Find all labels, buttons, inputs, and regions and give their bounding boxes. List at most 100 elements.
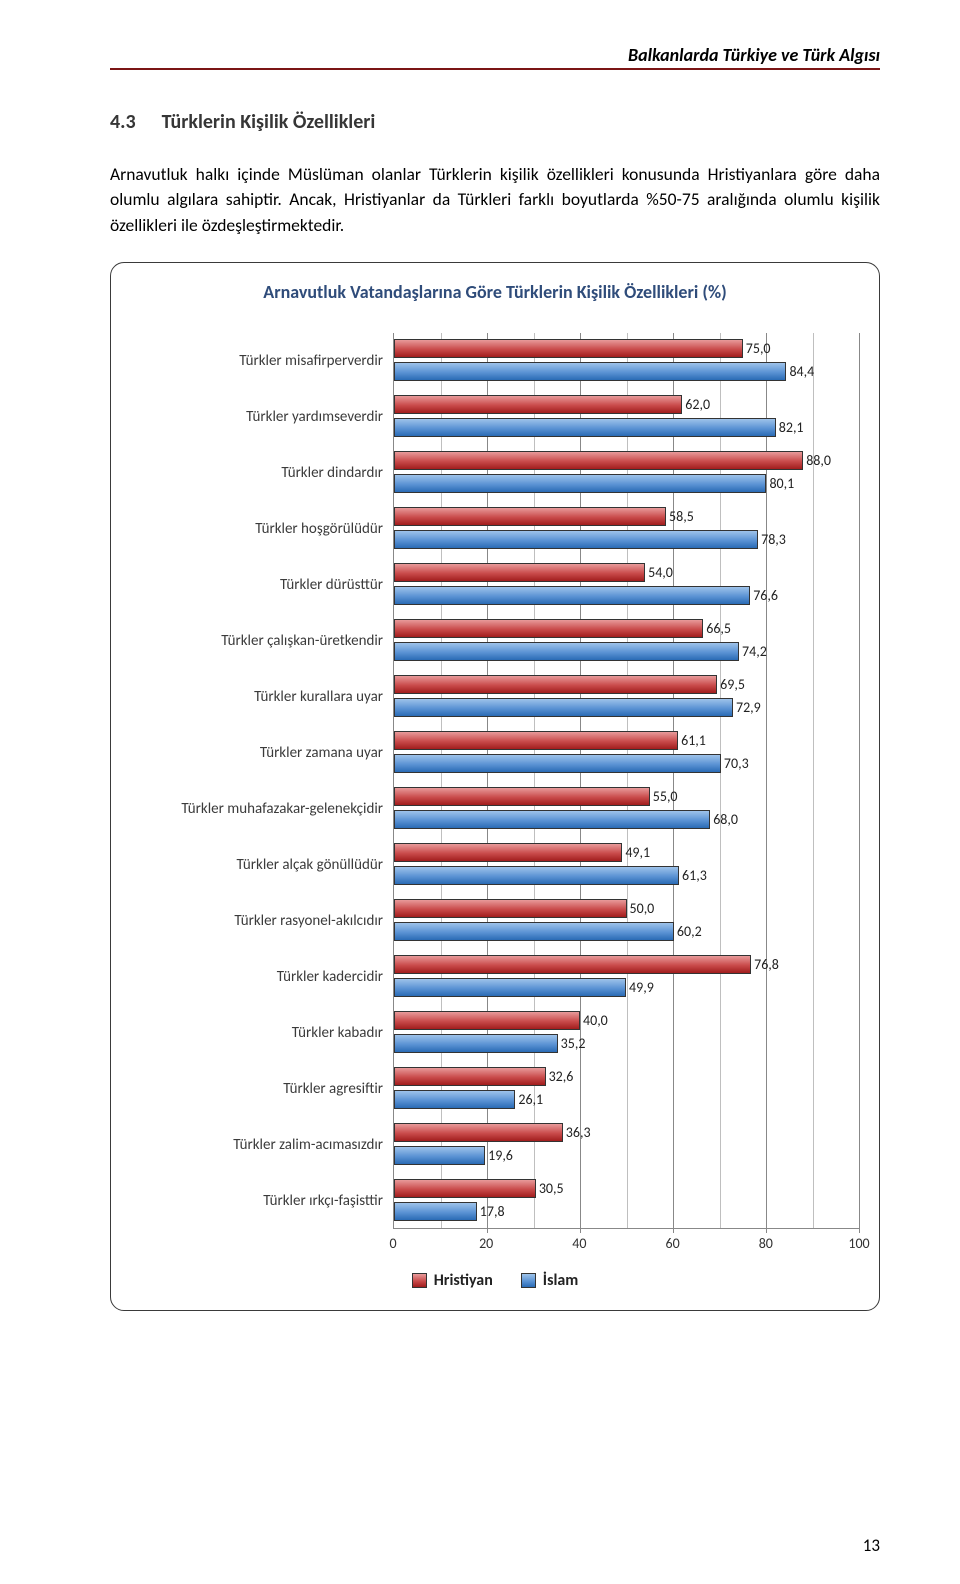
chart-container: Arnavutluk Vatandaşlarına Göre Türklerin… xyxy=(110,262,880,1311)
chart-category-label: Türkler zalim-acımasızdır xyxy=(131,1117,393,1173)
chart-bar-islam: 72,9 xyxy=(394,698,733,717)
chart-bar-islam: 61,3 xyxy=(394,866,679,885)
chart-bar-islam: 60,2 xyxy=(394,922,674,941)
chart-bar-value-label: 58,5 xyxy=(669,508,694,525)
chart-bar-hristiyan: 88,0 xyxy=(394,451,803,470)
chart-bar-islam: 70,3 xyxy=(394,754,721,773)
chart-bar-islam: 26,1 xyxy=(394,1090,515,1109)
chart-bar-hristiyan: 61,1 xyxy=(394,731,678,750)
chart-bar-group: 88,0 80,1 xyxy=(394,445,859,501)
section-number: 4.3 xyxy=(110,110,136,134)
chart-bar-group: 54,0 76,6 xyxy=(394,557,859,613)
body-paragraph: Arnavutluk halkı içinde Müslüman olanlar… xyxy=(110,162,880,238)
chart-bar-group: 69,5 72,9 xyxy=(394,669,859,725)
chart-bar-value-label: 76,6 xyxy=(753,587,778,604)
chart-bar-value-label: 54,0 xyxy=(648,564,673,581)
chart-x-tick-label: 60 xyxy=(665,1235,679,1252)
chart-bar-value-label: 62,0 xyxy=(685,396,710,413)
chart-bar-value-label: 36,3 xyxy=(566,1124,591,1141)
chart-bar-hristiyan: 32,6 xyxy=(394,1067,546,1086)
chart-bar-value-label: 40,0 xyxy=(583,1012,608,1029)
chart-bar-islam: 76,6 xyxy=(394,586,750,605)
chart-bar-islam: 35,2 xyxy=(394,1034,558,1053)
chart-bar-value-label: 74,2 xyxy=(742,643,767,660)
chart-plot-area: 75,084,462,082,188,080,158,578,354,076,6… xyxy=(393,333,859,1229)
chart-bar-islam: 19,6 xyxy=(394,1146,485,1165)
chart-bar-value-label: 69,5 xyxy=(720,676,745,693)
chart-bar-group: 30,5 17,8 xyxy=(394,1173,859,1229)
chart-category-label: Türkler yardımseverdir xyxy=(131,389,393,445)
chart-major-gridline xyxy=(859,333,860,1233)
chart-bar-hristiyan: 40,0 xyxy=(394,1011,580,1030)
chart-bar-hristiyan: 75,0 xyxy=(394,339,743,358)
chart-x-tick-label: 40 xyxy=(572,1235,586,1252)
chart-plot-row: Türkler misafirperverdirTürkler yardımse… xyxy=(131,333,859,1257)
chart-category-label: Türkler dürüsttür xyxy=(131,557,393,613)
chart-bar-value-label: 35,2 xyxy=(561,1035,586,1052)
chart-category-label: Türkler kadercidir xyxy=(131,949,393,1005)
chart-category-label: Türkler çalışkan-üretkendir xyxy=(131,613,393,669)
chart-bar-value-label: 60,2 xyxy=(677,923,702,940)
chart-bar-group: 62,0 82,1 xyxy=(394,389,859,445)
chart-x-tick-label: 100 xyxy=(848,1235,869,1252)
chart-bar-hristiyan: 49,1 xyxy=(394,843,622,862)
chart-bar-hristiyan: 66,5 xyxy=(394,619,703,638)
chart-category-label: Türkler kurallara uyar xyxy=(131,669,393,725)
chart-bar-value-label: 66,5 xyxy=(706,620,731,637)
chart-x-tick-label: 0 xyxy=(389,1235,396,1252)
chart-bar-islam: 78,3 xyxy=(394,530,758,549)
section-title: Türklerin Kişilik Özellikleri xyxy=(162,110,376,134)
chart-bar-group: 58,5 78,3 xyxy=(394,501,859,557)
chart-bar-hristiyan: 76,8 xyxy=(394,955,751,974)
chart-bar-group: 49,1 61,3 xyxy=(394,837,859,893)
chart-bar-value-label: 17,8 xyxy=(480,1203,505,1220)
chart-legend: Hristiyan İslam xyxy=(131,1271,859,1290)
chart-bar-value-label: 76,8 xyxy=(754,956,779,973)
chart-bar-hristiyan: 62,0 xyxy=(394,395,682,414)
chart-bar-hristiyan: 50,0 xyxy=(394,899,627,918)
chart-bar-value-label: 49,1 xyxy=(625,844,650,861)
chart-bar-value-label: 30,5 xyxy=(539,1180,564,1197)
legend-label: Hristiyan xyxy=(434,1271,493,1290)
chart-x-axis: 020406080100 xyxy=(393,1233,859,1257)
legend-swatch-blue xyxy=(521,1273,536,1288)
chart-category-label: Türkler dindardır xyxy=(131,445,393,501)
chart-bar-value-label: 72,9 xyxy=(736,699,761,716)
chart-category-label: Türkler alçak gönüllüdür xyxy=(131,837,393,893)
chart-bar-value-label: 78,3 xyxy=(761,531,786,548)
chart-category-label: Türkler misafirperverdir xyxy=(131,333,393,389)
chart-y-labels: Türkler misafirperverdirTürkler yardımse… xyxy=(131,333,393,1257)
chart-bar-islam: 17,8 xyxy=(394,1202,477,1221)
chart-bar-group: 66,5 74,2 xyxy=(394,613,859,669)
chart-bar-hristiyan: 55,0 xyxy=(394,787,650,806)
chart-bar-value-label: 19,6 xyxy=(488,1147,513,1164)
running-head: Balkanlarda Türkiye ve Türk Algısı xyxy=(110,44,880,66)
chart-bar-value-label: 82,1 xyxy=(779,419,804,436)
chart-bar-value-label: 70,3 xyxy=(724,755,749,772)
chart-bar-islam: 80,1 xyxy=(394,474,766,493)
chart-bar-group: 55,0 68,0 xyxy=(394,781,859,837)
chart-category-label: Türkler ırkçı-faşisttir xyxy=(131,1173,393,1229)
chart-bar-islam: 74,2 xyxy=(394,642,739,661)
chart-bar-value-label: 88,0 xyxy=(806,452,831,469)
legend-label: İslam xyxy=(543,1271,579,1290)
chart-bar-value-label: 68,0 xyxy=(713,811,738,828)
chart-category-label: Türkler agresiftir xyxy=(131,1061,393,1117)
chart-category-label: Türkler rasyonel-akılcıdır xyxy=(131,893,393,949)
chart-x-tick-label: 20 xyxy=(479,1235,493,1252)
chart-bar-value-label: 50,0 xyxy=(630,900,655,917)
chart-bar-hristiyan: 58,5 xyxy=(394,507,666,526)
chart-bar-group: 32,6 26,1 xyxy=(394,1061,859,1117)
chart-bar-hristiyan: 36,3 xyxy=(394,1123,563,1142)
page-number: 13 xyxy=(863,1535,880,1556)
chart-plot-wrap: 75,084,462,082,188,080,158,578,354,076,6… xyxy=(393,333,859,1257)
header-rule xyxy=(110,68,880,70)
chart-bar-value-label: 61,3 xyxy=(682,867,707,884)
chart-bar-islam: 82,1 xyxy=(394,418,776,437)
chart-bar-hristiyan: 54,0 xyxy=(394,563,645,582)
section-heading: 4.3 Türklerin Kişilik Özellikleri xyxy=(110,110,880,134)
chart-bar-value-label: 55,0 xyxy=(653,788,678,805)
chart-category-label: Türkler muhafazakar-gelenekçidir xyxy=(131,781,393,837)
chart-bar-group: 40,0 35,2 xyxy=(394,1005,859,1061)
chart-bar-islam: 49,9 xyxy=(394,978,626,997)
